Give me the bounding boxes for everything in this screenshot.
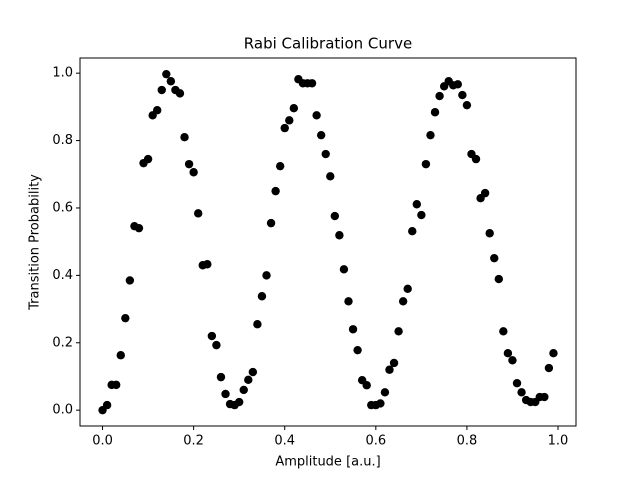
- point: [321, 149, 330, 159]
- point: [490, 253, 499, 263]
- point: [153, 106, 162, 115]
- point: [348, 325, 358, 334]
- point: [203, 260, 212, 269]
- y-tick-label: 0.2: [52, 335, 73, 350]
- point: [380, 388, 390, 397]
- point: [289, 104, 299, 113]
- point: [257, 292, 267, 301]
- point: [517, 388, 526, 397]
- x-axis-label: Amplitude [a.u.]: [275, 455, 380, 470]
- point: [426, 130, 435, 140]
- point: [121, 313, 130, 323]
- point: [398, 297, 408, 306]
- point: [207, 331, 217, 341]
- point: [189, 168, 198, 177]
- point: [480, 188, 490, 198]
- point: [157, 85, 166, 95]
- point: [216, 372, 226, 382]
- point: [499, 327, 508, 336]
- point: [112, 380, 121, 390]
- point: [362, 381, 371, 390]
- point: [540, 392, 549, 402]
- point: [503, 349, 513, 358]
- point: [212, 340, 221, 350]
- point: [166, 77, 176, 86]
- point: [417, 210, 426, 220]
- point: [271, 186, 280, 196]
- x-tick-label: 0.8: [457, 434, 478, 449]
- point: [462, 100, 472, 110]
- point: [326, 172, 335, 181]
- point: [385, 365, 394, 374]
- point: [494, 274, 503, 284]
- y-tick-label: 1.0: [52, 66, 73, 81]
- axes-frame: [79, 57, 577, 427]
- point: [244, 375, 253, 385]
- point: [353, 345, 362, 355]
- y-tick-label: 0.6: [52, 200, 73, 215]
- point: [544, 363, 554, 373]
- point: [335, 231, 344, 240]
- point: [234, 397, 244, 407]
- point: [221, 389, 230, 399]
- x-tick-label: 0.2: [183, 434, 204, 449]
- point: [512, 379, 522, 388]
- point: [435, 91, 444, 101]
- point: [376, 399, 385, 408]
- point: [175, 89, 185, 98]
- point: [412, 200, 422, 209]
- point: [253, 320, 262, 329]
- y-tick-label: 0.0: [52, 403, 73, 418]
- point: [102, 400, 112, 410]
- point: [143, 154, 153, 164]
- chart-title: Rabi Calibration Curve: [244, 35, 412, 53]
- x-tick-label: 0.0: [92, 434, 113, 449]
- point: [116, 351, 125, 360]
- point: [421, 159, 431, 169]
- point: [307, 79, 317, 88]
- point: [312, 111, 321, 120]
- point: [339, 265, 349, 274]
- point: [453, 80, 463, 89]
- point: [430, 108, 440, 117]
- y-tick-label: 0.8: [52, 133, 73, 148]
- point: [508, 356, 517, 365]
- point: [344, 297, 353, 306]
- point: [184, 159, 194, 169]
- x-tick-label: 0.6: [365, 434, 386, 449]
- point: [485, 229, 494, 238]
- point: [403, 284, 412, 294]
- point: [330, 211, 340, 221]
- point: [285, 116, 294, 125]
- point: [471, 154, 481, 164]
- point: [275, 161, 285, 171]
- y-axis-label: Transition Probability: [28, 174, 43, 311]
- point: [248, 367, 258, 377]
- point: [180, 132, 189, 142]
- point: [408, 227, 417, 236]
- point: [134, 223, 144, 233]
- point: [280, 123, 289, 133]
- point: [458, 90, 467, 100]
- point: [125, 276, 135, 285]
- point: [239, 385, 248, 395]
- x-tick-label: 1.0: [548, 434, 569, 449]
- point: [266, 218, 276, 228]
- point: [549, 349, 558, 358]
- point: [193, 209, 203, 218]
- point: [316, 130, 326, 140]
- x-tick-label: 0.4: [274, 434, 295, 449]
- point: [262, 271, 271, 280]
- y-tick-label: 0.4: [52, 268, 73, 283]
- point: [394, 327, 403, 336]
- point: [389, 358, 399, 368]
- point: [162, 69, 171, 79]
